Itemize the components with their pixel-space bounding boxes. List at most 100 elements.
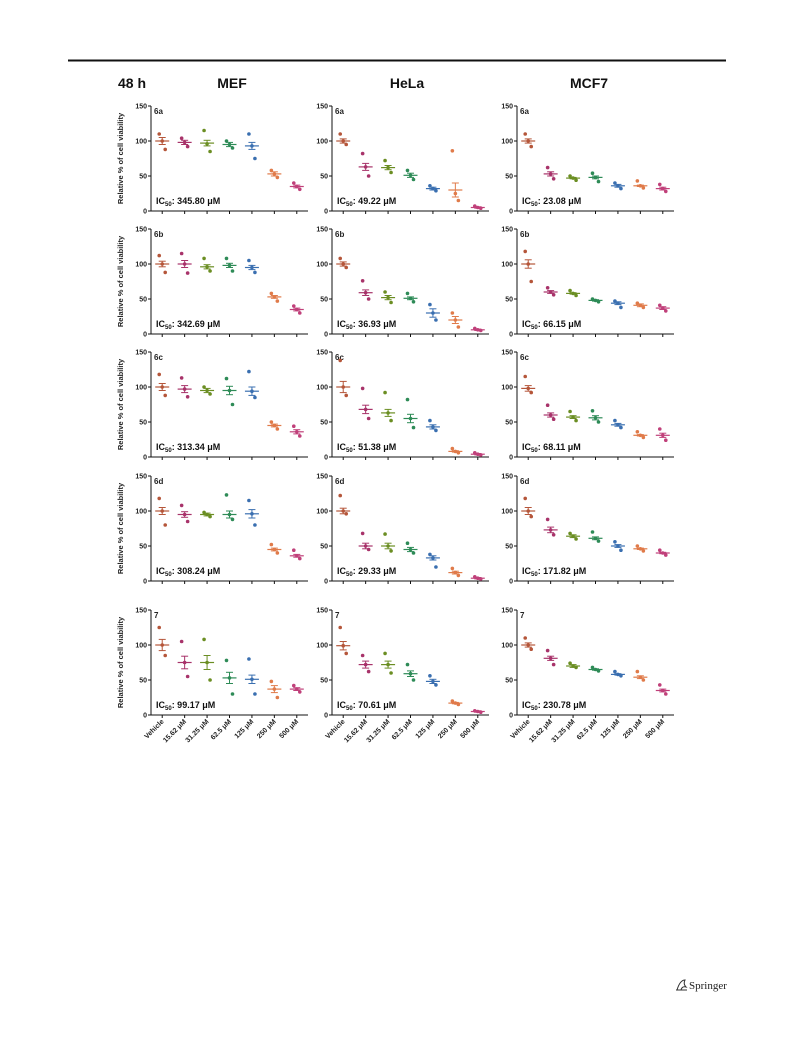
data-point [157,253,162,258]
error-bar [592,299,599,302]
error-bar [362,660,370,669]
error-bar [474,577,482,580]
error-bar [474,710,482,713]
ic50-annotation: IC50: 342.69 μM [156,319,220,331]
data-point [529,514,534,519]
y-tick-label: 0 [143,713,147,720]
y-tick-label: 150 [501,227,513,234]
column-title: HeLa [390,75,424,91]
error-bar [547,655,555,661]
data-point [523,496,528,501]
error-bar [270,171,278,177]
error-bar [451,182,459,198]
y-tick-label: 100 [135,509,147,516]
x-tick-label: Vehicle [510,718,532,740]
x-tick-label: Vehicle [144,718,166,740]
data-point [360,279,365,283]
ic50-sub: 50 [165,706,172,712]
panel-label: 6d [335,477,344,486]
error-bar [339,641,347,651]
data-point [163,147,168,152]
y-tick-label: 0 [143,332,147,339]
data-point [641,305,646,310]
x-tick-label: 62.5 μM [391,718,414,741]
data-point [202,510,206,515]
data-point [338,256,343,261]
data-point [269,679,274,684]
y-tick-label: 0 [324,332,328,339]
data-point [411,177,416,182]
data-point [179,251,184,256]
panel-label: 6c [154,353,163,362]
ic50-value: : 23.08 μM [538,196,582,206]
ic50-prefix: IC [337,196,347,206]
y-tick-label: 100 [501,509,513,516]
error-bar [569,415,577,419]
error-bar [451,570,459,575]
y-tick-label: 100 [135,262,147,269]
error-bar [569,664,577,668]
data-point [253,523,257,527]
ic50-annotation: IC50: 36.93 μM [337,319,396,331]
error-bar [474,453,482,456]
y-tick-label: 150 [501,104,513,111]
y-tick-label: 0 [509,209,513,216]
ic50-prefix: IC [522,566,532,576]
y-tick-label: 150 [501,608,513,615]
data-point [613,669,617,674]
data-point [590,171,595,175]
y-tick-label: 50 [139,420,147,427]
error-bar [270,685,278,694]
y-tick-label: 150 [316,227,328,234]
error-bar [248,509,256,519]
error-bar [547,412,555,418]
data-point [360,151,365,156]
y-tick-label: 50 [505,544,513,551]
data-point [291,548,296,552]
data-point [247,498,251,503]
y-tick-label: 50 [139,678,147,685]
ic50-annotation: IC50: 70.61 μM [337,700,396,712]
error-bar [547,526,555,534]
y-tick-label: 100 [135,139,147,146]
error-bar [451,450,459,453]
y-tick-label: 100 [135,643,147,650]
error-bar [293,553,301,558]
error-bar [158,383,166,391]
x-tick-label: 500 μM [459,718,481,740]
error-bar [362,289,370,296]
data-point [596,179,601,184]
ic50-prefix: IC [522,196,532,206]
y-tick-label: 0 [324,713,328,720]
y-tick-label: 50 [320,544,328,551]
panel: 0 50 100 150 Relative % of cell viability 6d I… [116,474,308,586]
y-tick-label: 50 [320,420,328,427]
ic50-prefix: IC [337,442,347,452]
error-bar [407,670,414,677]
error-bar [407,546,414,553]
y-tick-label: 100 [316,139,328,146]
ic50-value: : 171.82 μM [538,566,587,576]
error-bar [384,660,392,669]
data-point [163,653,168,658]
data-point [551,177,556,181]
y-tick-label: 150 [316,474,328,481]
data-point [344,651,349,656]
y-axis-label: Relative % of cell viability [116,235,125,327]
ic50-prefix: IC [337,566,347,576]
error-bar [592,536,599,541]
data-point [275,427,280,431]
ic50-annotation: IC50: 29.33 μM [337,566,396,578]
data-point [275,695,280,700]
data-point [389,170,393,175]
data-point [405,168,410,173]
y-tick-label: 100 [316,509,328,516]
x-tick-label: 500 μM [278,718,300,740]
data-point [297,311,302,315]
data-point [185,271,190,275]
ic50-sub: 50 [531,325,538,331]
ic50-annotation: IC50: 345.80 μM [156,196,220,208]
